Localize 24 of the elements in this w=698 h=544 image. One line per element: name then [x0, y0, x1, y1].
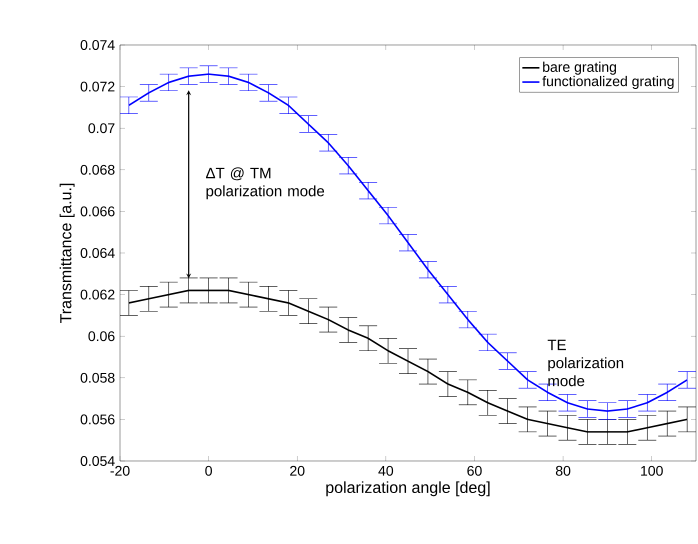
y-axis-title: Transmittance [a.u.]	[60, 184, 75, 324]
y-tick-label: 0.072	[80, 82, 114, 92]
y-tick-label: 0.06	[88, 331, 115, 342]
x-tick-label: 20	[290, 466, 304, 476]
x-tick-label: 0	[205, 466, 212, 476]
y-tick-label: 0.058	[80, 372, 115, 383]
y-tick-label: 0.074	[80, 40, 115, 50]
x-tick-label: 100	[641, 466, 663, 476]
legend-label: bare grating	[543, 62, 616, 75]
x-tick-label: 40	[378, 466, 394, 476]
y-tick-label: 0.07	[88, 123, 114, 134]
y-tick-label: 0.054	[80, 456, 115, 466]
x-tick-label: 60	[467, 466, 482, 476]
y-tick-label: 0.068	[80, 164, 115, 175]
y-tick-label: 0.062	[80, 290, 114, 300]
y-tick-label: 0.064	[80, 248, 115, 258]
y-tick-label: 0.056	[80, 414, 115, 424]
x-tick-label: -20	[110, 466, 130, 476]
legend-label: functionalized grating	[542, 76, 674, 89]
x-tick-label: 80	[556, 466, 570, 476]
x-axis-title: polarization angle [deg]	[326, 481, 490, 496]
y-tick-label: 0.066	[80, 206, 115, 216]
annotation: ΔT @ TM polarization mode	[206, 167, 324, 200]
annotation: TE polarization mode	[548, 340, 624, 386]
